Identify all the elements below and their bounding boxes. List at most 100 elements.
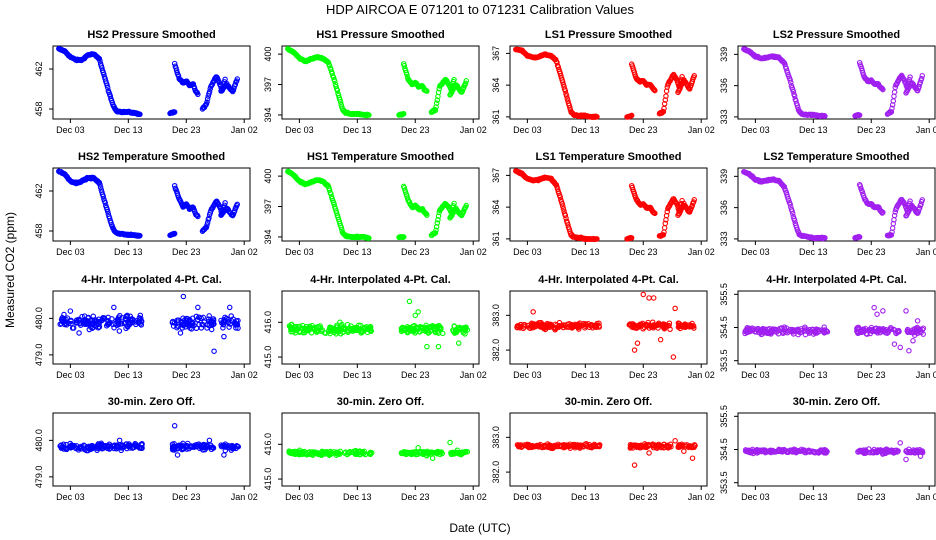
data-point [435, 213, 442, 219]
data-point [653, 443, 660, 450]
data-point [81, 445, 87, 451]
data-point [97, 181, 103, 188]
y-tick-label: 333 [719, 109, 729, 124]
panel-smoothed-temperature-ls1: LS1 Temperature Smoothed Dec 03 Dec 13 Dec … [491, 151, 715, 257]
data-point [406, 324, 412, 331]
data-points [285, 168, 470, 241]
data-point [907, 74, 913, 80]
x-tick-label: Dec 13 [343, 125, 372, 135]
x-tick-label: Dec 03 [56, 247, 85, 257]
data-point [299, 449, 305, 456]
y-tick-label: 367 [491, 46, 501, 61]
data-point [664, 208, 670, 215]
panel-title: HS1 Temperature Smoothed [307, 151, 454, 163]
data-point [96, 55, 103, 62]
x-tick-label: Jan 02 [460, 370, 487, 380]
data-point [581, 321, 587, 327]
y-tick-label: 462 [34, 61, 44, 76]
x-tick-label: Jan 02 [231, 247, 258, 257]
data-point [126, 321, 133, 328]
data-point [288, 325, 294, 331]
x-tick-label: Jan 02 [916, 247, 936, 257]
data-point [889, 105, 895, 112]
data-points [513, 46, 698, 121]
data-points [285, 46, 470, 119]
data-points [286, 298, 471, 350]
data-point [104, 208, 111, 215]
data-point [880, 308, 886, 314]
data-point [530, 309, 536, 315]
data-point [594, 113, 600, 120]
data-point [787, 77, 793, 83]
panel-smoothed-pressure-hs2: HS2 Pressure Smoothed Dec 03 Dec 13 Dec 23 J… [34, 29, 258, 135]
x-tick-label: Jan 02 [916, 492, 936, 502]
y-tick-label: 382.0 [491, 461, 501, 484]
y-tick-label: 336 [719, 78, 729, 93]
x-tick-label: Dec 03 [513, 125, 542, 135]
data-point [208, 326, 215, 333]
data-point [778, 325, 785, 331]
data-point [415, 309, 421, 315]
panel-title: LS1 Temperature Smoothed [536, 151, 682, 163]
panel-smoothed-temperature-ls2: LS2 Temperature Smoothed Dec 03 Dec 13 Dec … [719, 151, 936, 257]
x-tick-label: Dec 03 [285, 125, 314, 135]
data-point [123, 316, 129, 323]
x-tick-label: Dec 13 [799, 492, 828, 502]
data-point [196, 321, 202, 328]
data-point [801, 449, 807, 455]
data-point [672, 438, 678, 444]
data-point [234, 76, 241, 82]
data-point [115, 320, 122, 327]
data-point [171, 441, 177, 447]
data-point [434, 97, 441, 103]
data-point [99, 317, 105, 324]
data-point [102, 199, 108, 206]
data-point [96, 321, 102, 328]
panel-frame [737, 45, 936, 120]
figure-title: HDP AIRCOA E 071201 to 071231 Calibratio… [326, 2, 635, 17]
data-point [117, 312, 123, 319]
data-point [100, 193, 106, 200]
data-point [821, 324, 827, 330]
panel-title: LS1 Pressure Smoothed [545, 29, 672, 41]
panel-title: HS1 Pressure Smoothed [316, 29, 444, 41]
data-point [557, 194, 563, 200]
data-point [916, 326, 923, 333]
data-point [455, 340, 462, 346]
data-point [453, 327, 459, 334]
y-tick-label: 339 [719, 169, 729, 184]
data-point [127, 445, 133, 451]
data-point [631, 347, 638, 353]
data-point [102, 444, 109, 450]
data-point [84, 318, 91, 324]
data-point [73, 443, 80, 449]
data-point [435, 216, 441, 223]
data-points [741, 46, 926, 120]
x-tick-label: Jan 02 [231, 370, 258, 380]
data-point [871, 304, 877, 311]
data-point [358, 450, 365, 456]
data-point [790, 88, 797, 95]
data-point [650, 295, 657, 301]
data-point [229, 445, 236, 452]
data-point [559, 201, 565, 207]
data-point [400, 234, 407, 240]
data-point [585, 444, 591, 450]
x-tick-label: Dec 03 [56, 125, 85, 135]
data-point [424, 88, 430, 94]
x-tick-label: Dec 03 [513, 492, 542, 502]
data-point [220, 325, 226, 331]
data-point [628, 112, 635, 119]
x-tick-label: Jan 02 [688, 492, 715, 502]
data-point [778, 448, 784, 455]
data-point [137, 111, 143, 118]
data-point [198, 315, 204, 322]
data-point [919, 197, 926, 203]
x-tick-label: Jan 02 [460, 125, 487, 135]
data-point [875, 326, 882, 333]
data-point [424, 343, 430, 350]
data-point [562, 212, 569, 219]
data-point [137, 232, 143, 239]
data-point [170, 318, 176, 325]
